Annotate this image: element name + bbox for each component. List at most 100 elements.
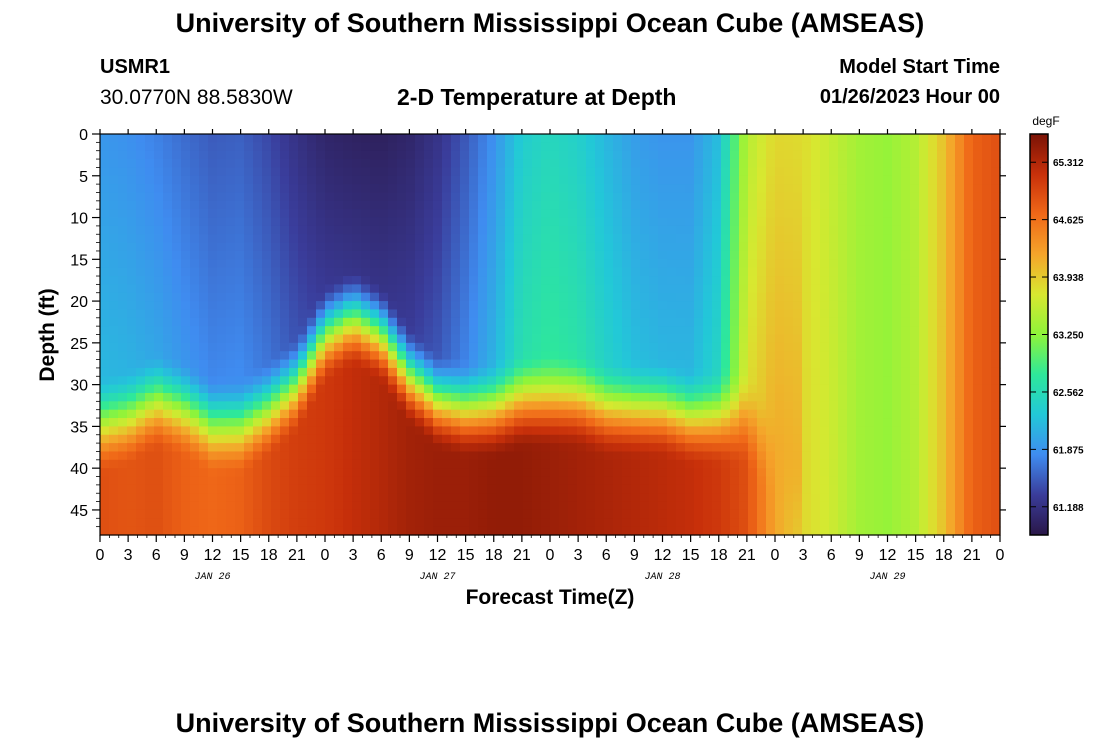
heatmap-cell xyxy=(730,159,740,169)
heatmap-cell xyxy=(181,493,191,503)
heatmap-cell xyxy=(649,192,659,202)
heatmap-cell xyxy=(424,468,434,478)
heatmap-cell xyxy=(982,309,992,319)
heatmap-cell xyxy=(856,334,866,344)
heatmap-cell xyxy=(163,175,173,185)
heatmap-cell xyxy=(181,150,191,160)
heatmap-cell xyxy=(154,301,164,311)
heatmap-cell xyxy=(190,476,200,486)
heatmap-cell xyxy=(271,509,281,519)
heatmap-cell xyxy=(109,342,119,352)
heatmap-cell xyxy=(298,309,308,319)
heatmap-cell xyxy=(973,142,983,152)
heatmap-cell xyxy=(280,217,290,227)
heatmap-cell xyxy=(343,225,353,235)
heatmap-cell xyxy=(343,493,353,503)
heatmap-cell xyxy=(757,501,767,511)
heatmap-cell xyxy=(910,367,920,377)
heatmap-cell xyxy=(478,242,488,252)
heatmap-cell xyxy=(109,225,119,235)
heatmap-cell xyxy=(946,359,956,369)
heatmap-cell xyxy=(325,217,335,227)
heatmap-cell xyxy=(532,459,542,469)
heatmap-cell xyxy=(892,518,902,528)
heatmap-cell xyxy=(595,351,605,361)
heatmap-cell xyxy=(730,242,740,252)
heatmap-cell xyxy=(379,225,389,235)
heatmap-cell xyxy=(613,518,623,528)
heatmap-cell xyxy=(973,175,983,185)
heatmap-cell xyxy=(235,217,245,227)
heatmap-cell xyxy=(208,509,218,519)
heatmap-cell xyxy=(919,159,929,169)
heatmap-cell xyxy=(865,409,875,419)
heatmap-cell xyxy=(460,276,470,285)
heatmap-cell xyxy=(703,376,713,386)
heatmap-cell xyxy=(739,317,749,327)
heatmap-cell xyxy=(991,409,1001,419)
heatmap-cell xyxy=(469,284,479,294)
heatmap-cell xyxy=(775,242,785,252)
heatmap-cell xyxy=(613,434,623,444)
heatmap-cell xyxy=(685,142,695,152)
heatmap-cell xyxy=(847,451,857,461)
heatmap-cell xyxy=(226,284,236,294)
heatmap-cell xyxy=(451,342,461,352)
heatmap-cell xyxy=(451,392,461,402)
heatmap-cell xyxy=(469,175,479,185)
heatmap-cell xyxy=(226,309,236,319)
heatmap-cell xyxy=(181,351,191,361)
heatmap-cell xyxy=(550,409,560,419)
heatmap-cell xyxy=(397,209,407,219)
heatmap-cell xyxy=(991,234,1001,244)
heatmap-cell xyxy=(271,484,281,494)
heatmap-cell xyxy=(262,384,272,394)
heatmap-cell xyxy=(712,443,722,453)
heatmap-cell xyxy=(946,518,956,528)
heatmap-cell xyxy=(289,142,299,152)
heatmap-cell xyxy=(775,384,785,394)
heatmap-cell xyxy=(352,217,362,227)
heatmap-cell xyxy=(631,217,641,227)
heatmap-cell xyxy=(820,200,830,210)
heatmap-cell xyxy=(172,334,182,344)
heatmap-cell xyxy=(352,209,362,219)
heatmap-cell xyxy=(640,242,650,252)
heatmap-cell xyxy=(874,259,884,269)
heatmap-cell xyxy=(397,367,407,377)
heatmap-cell xyxy=(262,317,272,327)
heatmap-cell xyxy=(181,317,191,327)
heatmap-cell xyxy=(721,184,731,194)
heatmap-cell xyxy=(145,451,155,461)
heatmap-cell xyxy=(253,351,263,361)
heatmap-cell xyxy=(577,459,587,469)
heatmap-cell xyxy=(118,526,128,536)
heatmap-cell xyxy=(496,192,506,202)
heatmap-cell xyxy=(559,384,569,394)
heatmap-cell xyxy=(100,200,110,210)
heatmap-cell xyxy=(577,326,587,336)
heatmap-cell xyxy=(595,192,605,202)
heatmap-cell xyxy=(982,209,992,219)
heatmap-cell xyxy=(271,209,281,219)
heatmap-cell xyxy=(775,367,785,377)
heatmap-cell xyxy=(451,276,461,285)
heatmap-cell xyxy=(334,301,344,311)
heatmap-cell xyxy=(874,468,884,478)
heatmap-cell xyxy=(352,459,362,469)
heatmap-cell xyxy=(154,159,164,169)
heatmap-cell xyxy=(829,351,839,361)
heatmap-cell xyxy=(280,159,290,169)
heatmap-cell xyxy=(766,276,776,285)
heatmap-cell xyxy=(595,392,605,402)
heatmap-cell xyxy=(595,459,605,469)
heatmap-cell xyxy=(298,317,308,327)
heatmap-cell xyxy=(766,418,776,427)
heatmap-cell xyxy=(415,326,425,336)
heatmap-cell xyxy=(532,250,542,260)
heatmap-cell xyxy=(802,142,812,152)
heatmap-cell xyxy=(550,351,560,361)
heatmap-cell xyxy=(208,418,218,427)
heatmap-cell xyxy=(766,292,776,302)
heatmap-cell xyxy=(721,409,731,419)
